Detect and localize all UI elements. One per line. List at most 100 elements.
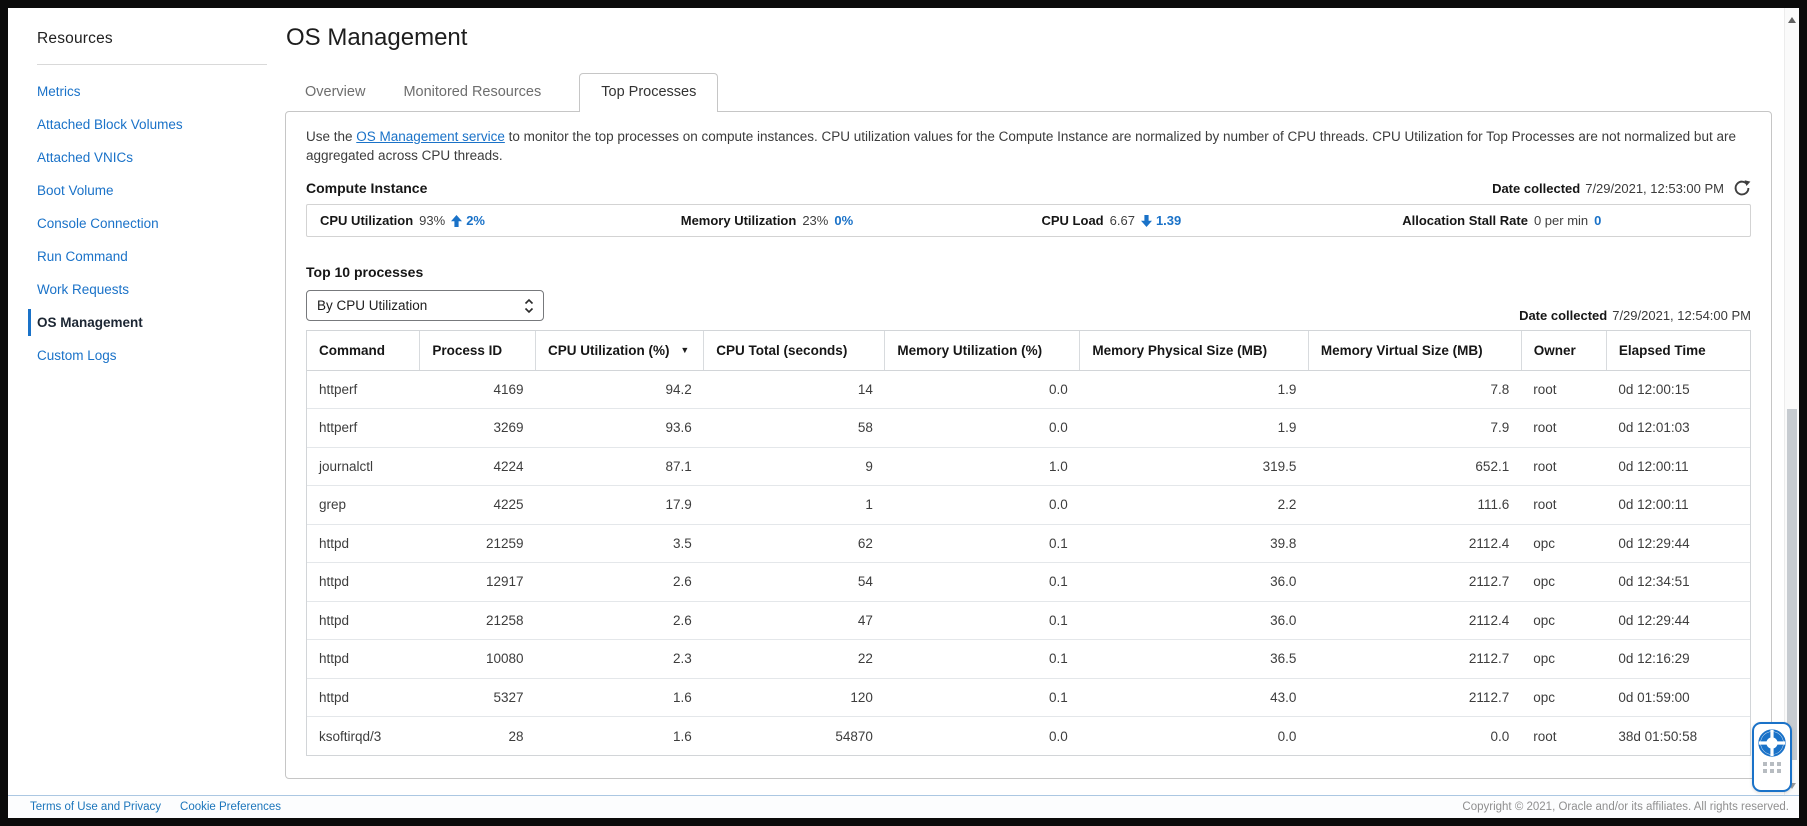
sidebar-item-boot-volume[interactable]: Boot Volume: [37, 183, 114, 198]
metric-cpu-utilization: CPU Utilization 93% 2%: [307, 213, 668, 228]
table-header-row: Command Process ID CPU Utilization (%) ▼ CPU…: [307, 331, 1750, 371]
drag-handle-dots-icon[interactable]: [1763, 762, 1781, 773]
cell-memory-utilization: 0.1: [884, 678, 1080, 717]
cell-owner: opc: [1521, 562, 1607, 602]
cell-process-id: 4224: [419, 447, 536, 486]
column-header-cpu-total-seconds[interactable]: CPU Total (seconds): [703, 331, 886, 371]
column-header-process-id[interactable]: Process ID: [419, 331, 537, 371]
cell-process-id: 28: [419, 716, 536, 755]
description-pre: Use the: [306, 129, 357, 144]
column-header-memory-physical-size-mb[interactable]: Memory Physical Size (MB): [1079, 331, 1309, 371]
cell-memory-utilization: 0.0: [884, 370, 1080, 409]
cell-owner: opc: [1521, 524, 1607, 563]
column-header-memory-utilization[interactable]: Memory Utilization (%): [884, 331, 1081, 371]
cell-command: httpd: [307, 524, 420, 563]
cell-cpu-total-seconds: 120: [703, 678, 885, 717]
description-text: Use the OS Management service to monitor…: [306, 127, 1751, 165]
cell-cpu-utilization: 1.6: [535, 716, 704, 755]
tab-overview[interactable]: Overview: [305, 84, 366, 100]
life-buoy-icon: [1758, 729, 1786, 757]
cell-elapsed-time: 0d 12:00:11: [1606, 485, 1750, 525]
cell-memory-utilization: 0.0: [884, 485, 1080, 525]
sidebar-item-metrics[interactable]: Metrics: [37, 84, 81, 99]
date-collected-processes: Date collected 7/29/2021, 12:54:00 PM: [1519, 308, 1751, 323]
tab-monitored-resources[interactable]: Monitored Resources: [403, 84, 542, 100]
cell-process-id: 12917: [419, 562, 536, 602]
cell-memory-virtual-size-mb: 2112.7: [1308, 639, 1522, 679]
cell-memory-physical-size-mb: 36.5: [1079, 639, 1309, 679]
sidebar-item-os-management[interactable]: OS Management: [28, 306, 285, 339]
column-header-command[interactable]: Command: [307, 331, 421, 371]
cell-cpu-utilization: 87.1: [535, 447, 704, 486]
sidebar-item-custom-logs[interactable]: Custom Logs: [37, 348, 117, 363]
sidebar-item-console-connection[interactable]: Console Connection: [37, 216, 159, 231]
metric-memory-utilization: Memory Utilization 23% 0%: [668, 213, 1029, 228]
tab-top-processes[interactable]: Top Processes: [579, 73, 719, 112]
cell-memory-physical-size-mb: 43.0: [1079, 678, 1309, 717]
metric-label: Allocation Stall Rate: [1402, 213, 1528, 228]
sidebar-item-attached-block-volumes[interactable]: Attached Block Volumes: [37, 117, 183, 132]
vertical-scrollbar[interactable]: [1784, 8, 1799, 795]
metric-value: 23%: [802, 213, 829, 228]
cell-elapsed-time: 0d 12:00:11: [1606, 447, 1750, 486]
cell-memory-utilization: 0.0: [884, 408, 1080, 448]
sidebar-item-work-requests[interactable]: Work Requests: [37, 282, 130, 297]
cell-cpu-utilization: 3.5: [535, 524, 704, 563]
column-header-memory-virtual-size-mb[interactable]: Memory Virtual Size (MB): [1308, 331, 1522, 371]
scrollbar-down-arrow-icon[interactable]: [1788, 783, 1796, 789]
sidebar-item-run-command[interactable]: Run Command: [37, 249, 128, 264]
metric-label: CPU Load: [1041, 213, 1104, 228]
description-post: to monitor the top processes on compute …: [306, 129, 1736, 163]
cell-process-id: 3269: [419, 408, 536, 448]
cell-command: httperf: [307, 370, 420, 409]
cell-owner: opc: [1521, 678, 1607, 717]
up-arrow-icon: [451, 215, 463, 227]
cell-cpu-total-seconds: 1: [703, 485, 885, 525]
table-row: httpd 10080 2.3 22 0.1 36.5 2112.7 opc 0d 12:16:…: [307, 639, 1750, 679]
sort-dropdown[interactable]: By CPU Utilization: [306, 290, 544, 321]
cell-memory-utilization: 0.1: [884, 639, 1080, 679]
table-body: httperf 4169 94.2 14 0.0 1.9 7.8 root 0d 12:00:1…: [307, 370, 1750, 755]
cell-memory-physical-size-mb: 319.5: [1079, 447, 1309, 486]
cell-memory-physical-size-mb: 39.8: [1079, 524, 1309, 563]
cell-cpu-utilization: 94.2: [535, 370, 704, 409]
column-header-cpu-utilization[interactable]: CPU Utilization (%) ▼: [535, 331, 705, 371]
main-content: OS Management Overview Monitored Resource…: [285, 8, 1799, 795]
processes-table: Command Process ID CPU Utilization (%) ▼ CPU…: [306, 330, 1751, 756]
cell-cpu-utilization: 1.6: [535, 678, 704, 717]
cell-memory-physical-size-mb: 36.0: [1079, 562, 1309, 602]
sidebar-item-attached-vnics[interactable]: Attached VNICs: [37, 150, 134, 165]
metric-delta: 2%: [466, 213, 485, 228]
cell-process-id: 21258: [419, 601, 536, 640]
sidebar-title: Resources: [37, 30, 113, 47]
date-collected-label: Date collected: [1519, 308, 1608, 323]
cell-memory-physical-size-mb: 2.2: [1079, 485, 1309, 525]
cell-process-id: 5327: [419, 678, 536, 717]
metric-value: 93%: [419, 213, 446, 228]
chevron-updown-icon: [524, 298, 534, 313]
cell-owner: opc: [1521, 601, 1607, 640]
table-row: httpd 21259 3.5 62 0.1 39.8 2112.4 opc 0d 12:29:…: [307, 524, 1750, 563]
help-widget[interactable]: [1752, 722, 1792, 792]
page-footer: Terms of Use and Privacy Cookie Preferen…: [8, 795, 1799, 818]
cell-cpu-utilization: 2.3: [535, 639, 704, 679]
terms-of-use-link[interactable]: Terms of Use and Privacy: [30, 801, 162, 813]
cell-memory-virtual-size-mb: 2112.4: [1308, 601, 1522, 640]
cell-memory-virtual-size-mb: 2112.7: [1308, 678, 1522, 717]
refresh-icon[interactable]: [1733, 179, 1751, 197]
os-management-service-link[interactable]: OS Management service: [356, 129, 505, 144]
cell-cpu-utilization: 93.6: [535, 408, 704, 448]
column-header-owner[interactable]: Owner: [1521, 331, 1607, 371]
cell-cpu-total-seconds: 9: [703, 447, 885, 486]
cell-memory-utilization: 1.0: [884, 447, 1080, 486]
table-row: httperf 4169 94.2 14 0.0 1.9 7.8 root 0d 12:00:1…: [307, 370, 1750, 409]
cookie-preferences-link[interactable]: Cookie Preferences: [180, 801, 282, 813]
cell-elapsed-time: 0d 12:16:29: [1606, 639, 1750, 679]
scrollbar-thumb[interactable]: [1787, 409, 1797, 760]
cell-memory-virtual-size-mb: 7.8: [1308, 370, 1522, 409]
scrollbar-up-arrow-icon[interactable]: [1788, 17, 1796, 23]
cell-memory-virtual-size-mb: 652.1: [1308, 447, 1522, 486]
cell-owner: root: [1521, 408, 1607, 448]
column-header-elapsed-time[interactable]: Elapsed Time: [1606, 331, 1750, 371]
cell-process-id: 4169: [419, 370, 536, 409]
